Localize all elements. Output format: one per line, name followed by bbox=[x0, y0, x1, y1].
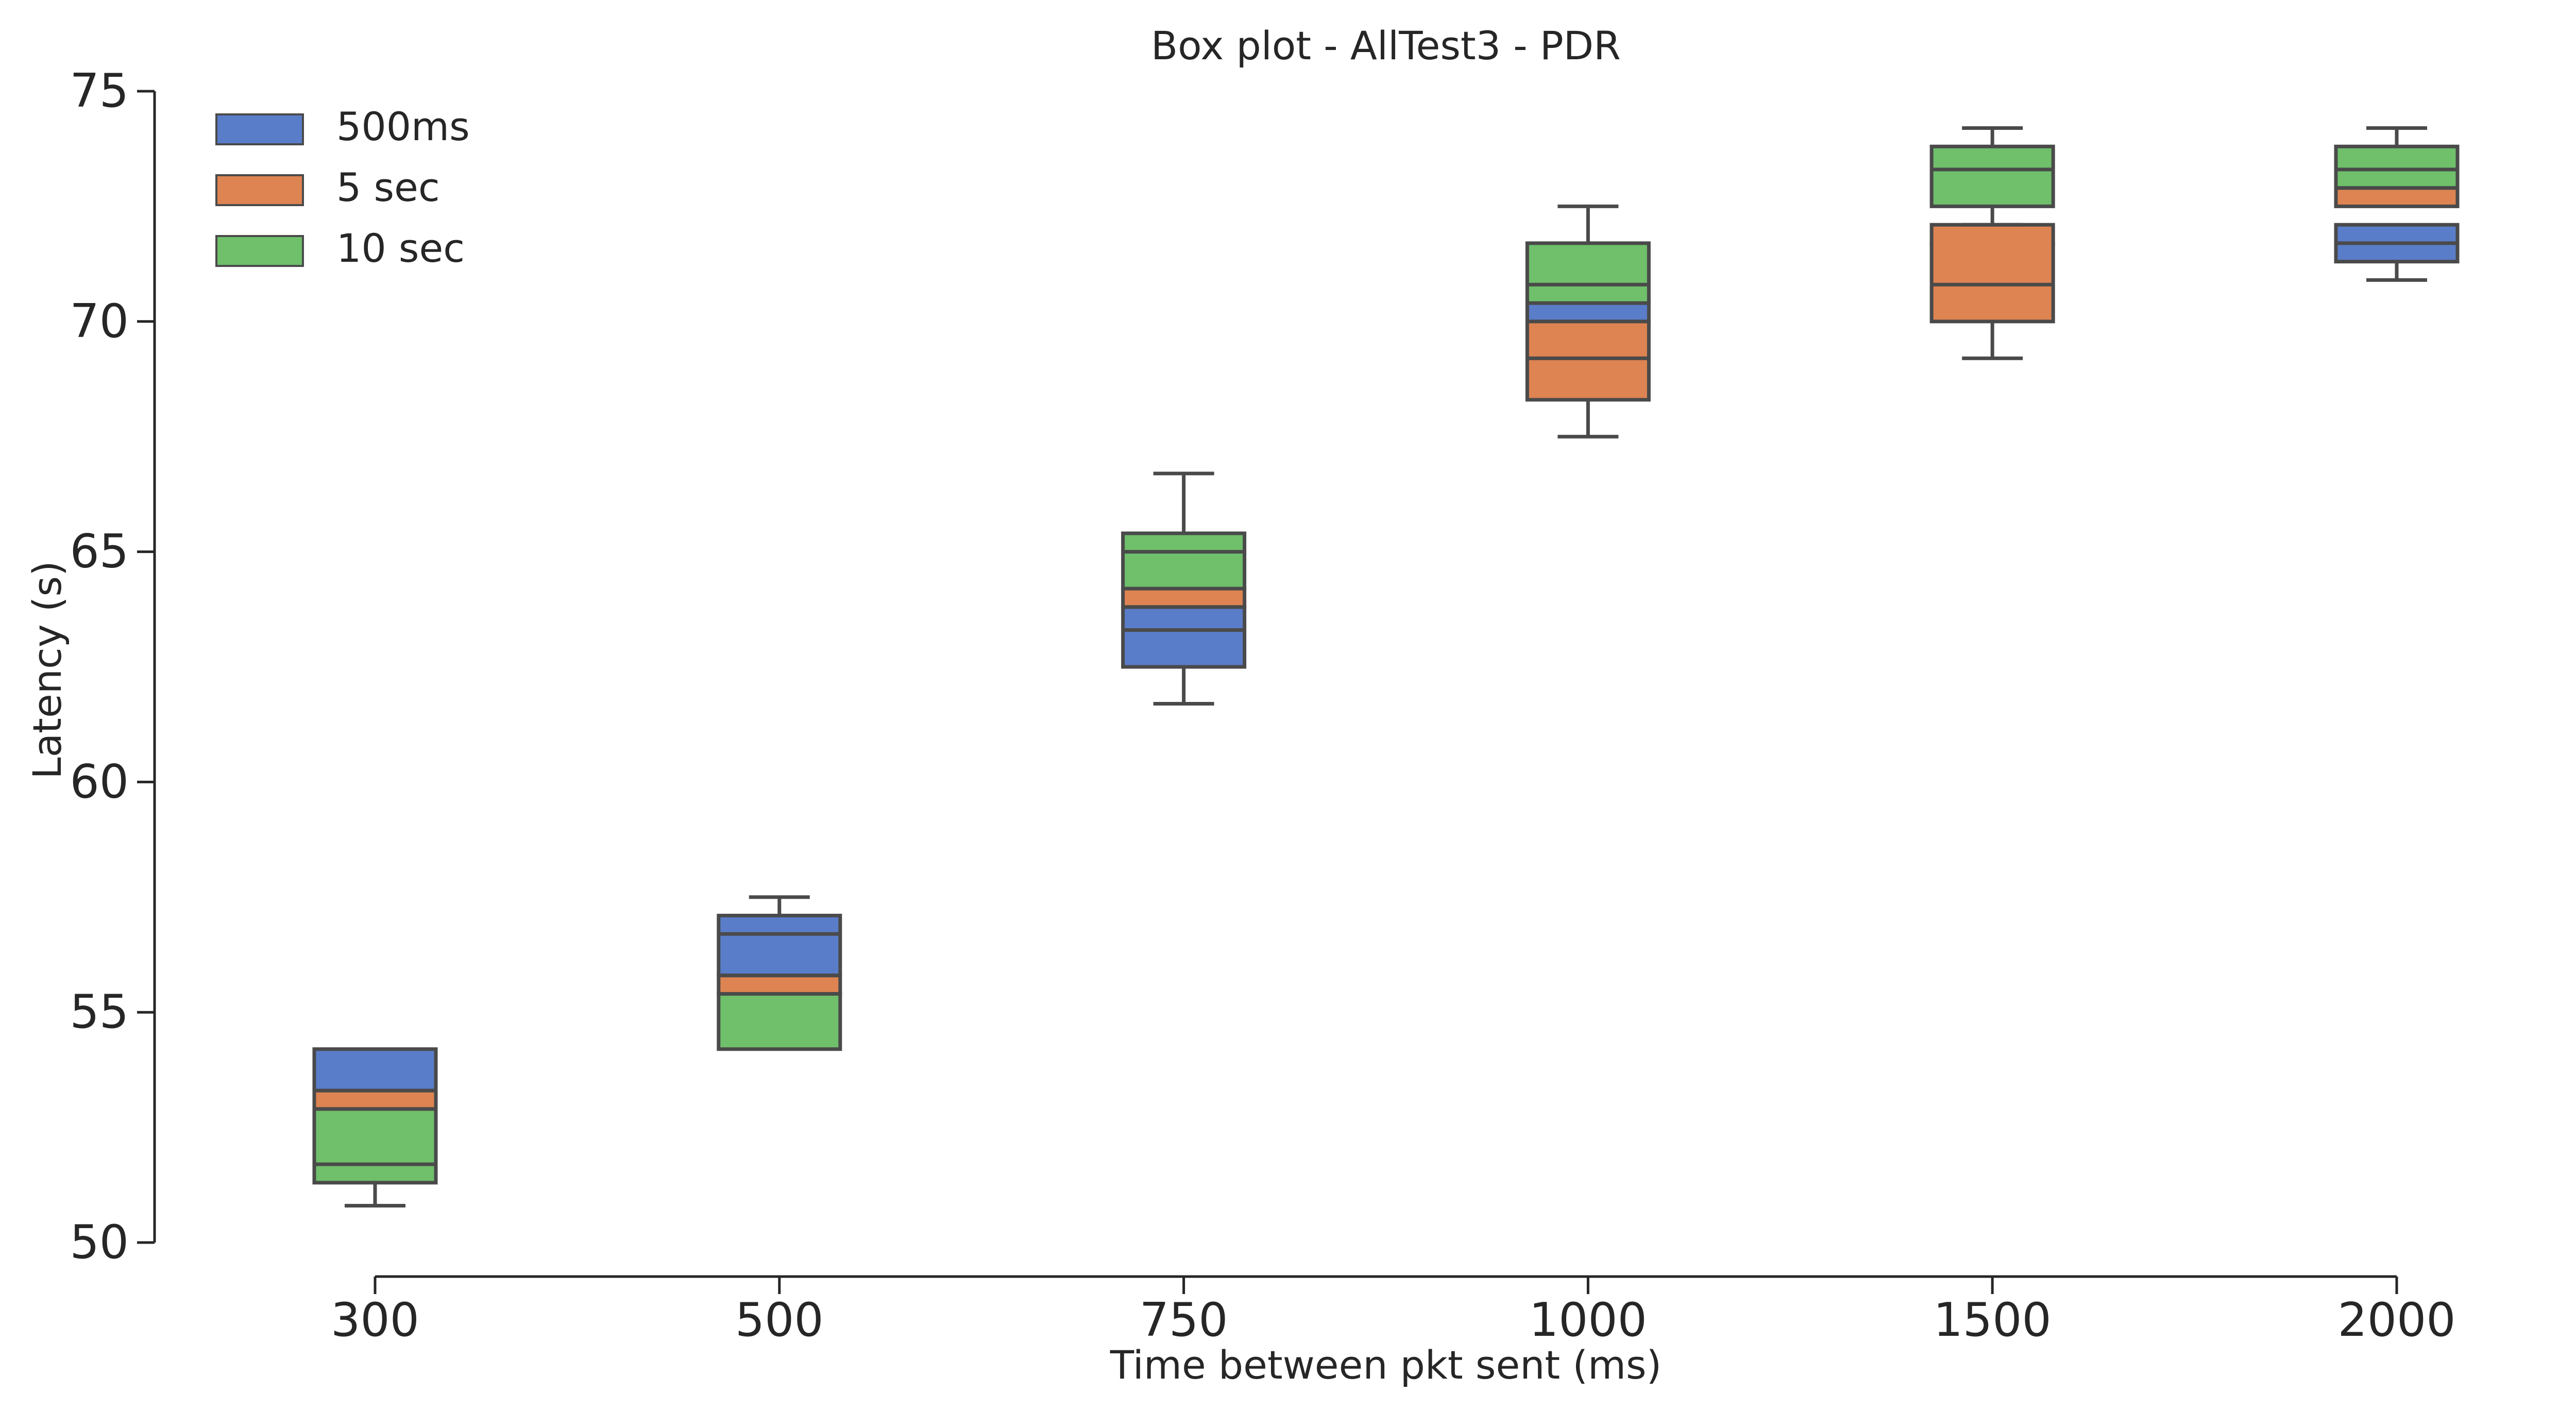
box-10-sec-1000 bbox=[1525, 204, 1651, 305]
box-body bbox=[1525, 320, 1651, 402]
y-tick-label: 50 bbox=[70, 1215, 129, 1269]
box-body bbox=[312, 1107, 438, 1185]
box-body bbox=[2334, 144, 2460, 190]
legend-swatch bbox=[215, 174, 304, 206]
box-body bbox=[717, 974, 842, 996]
chart-title: Box plot - AllTest3 - PDR bbox=[1151, 23, 1621, 69]
box-5-sec-1500 bbox=[1929, 223, 2055, 360]
y-tick-label: 75 bbox=[70, 64, 129, 118]
box-body bbox=[1929, 223, 2055, 324]
x-tick-label: 1000 bbox=[1529, 1293, 1647, 1347]
legend-swatch bbox=[215, 235, 304, 267]
box-body bbox=[717, 992, 842, 1051]
box-body bbox=[312, 1088, 438, 1111]
legend-label: 500ms bbox=[336, 104, 470, 149]
legend-item-5-sec: 5 sec bbox=[215, 164, 440, 210]
box-10-sec-750 bbox=[1121, 472, 1247, 591]
box-500ms-2000 bbox=[2334, 223, 2460, 282]
x-tick-label: 300 bbox=[331, 1293, 419, 1347]
box-body bbox=[717, 914, 842, 978]
series-500ms bbox=[312, 223, 2460, 1130]
axes: 50 55 60 65 70 75 300 500 750 1000 1500 2000 bbox=[70, 64, 2455, 1347]
box-body bbox=[1121, 605, 1247, 669]
legend-item-500ms: 500ms bbox=[215, 104, 470, 149]
series-10-sec bbox=[312, 126, 2460, 1208]
box-500ms-750 bbox=[1121, 605, 1247, 706]
legend-label: 10 sec bbox=[336, 225, 465, 271]
y-axis-label: Latency (s) bbox=[24, 561, 70, 779]
y-tick-label: 65 bbox=[70, 525, 129, 579]
box-body bbox=[1525, 301, 1651, 324]
y-tick-label: 55 bbox=[70, 985, 129, 1039]
x-tick-label: 2000 bbox=[2337, 1293, 2455, 1347]
box-body bbox=[1121, 586, 1247, 609]
box-body bbox=[1525, 241, 1651, 305]
legend-item-10-sec: 10 sec bbox=[215, 225, 465, 271]
series-5-sec bbox=[312, 186, 2460, 1130]
box-5-sec-500 bbox=[717, 974, 842, 996]
box-body bbox=[1929, 144, 2055, 208]
box-body bbox=[1121, 531, 1247, 591]
x-tick-label: 1500 bbox=[1934, 1293, 2052, 1347]
y-tick-label: 70 bbox=[70, 294, 129, 348]
box-body bbox=[2334, 186, 2460, 208]
box-5-sec-1000 bbox=[1525, 320, 1651, 439]
legend-swatch bbox=[215, 113, 304, 145]
boxes-group bbox=[312, 126, 2460, 1208]
box-10-sec-300 bbox=[312, 1107, 438, 1208]
box-500ms-500 bbox=[717, 895, 842, 978]
box-500ms-1000 bbox=[1525, 301, 1651, 324]
legend-label: 5 sec bbox=[336, 164, 440, 210]
box-10-sec-1500 bbox=[1929, 126, 2055, 227]
box-10-sec-500 bbox=[717, 992, 842, 1051]
box-5-sec-2000 bbox=[2334, 186, 2460, 208]
box-5-sec-750 bbox=[1121, 586, 1247, 609]
x-axis-label: Time between pkt sent (ms) bbox=[1110, 1342, 1662, 1388]
y-tick-label: 60 bbox=[70, 754, 129, 809]
box-10-sec-2000 bbox=[2334, 126, 2460, 190]
x-tick-label: 750 bbox=[1140, 1293, 1228, 1347]
legend: 500ms 5 sec 10 sec bbox=[215, 104, 470, 271]
x-tick-label: 500 bbox=[735, 1293, 824, 1347]
